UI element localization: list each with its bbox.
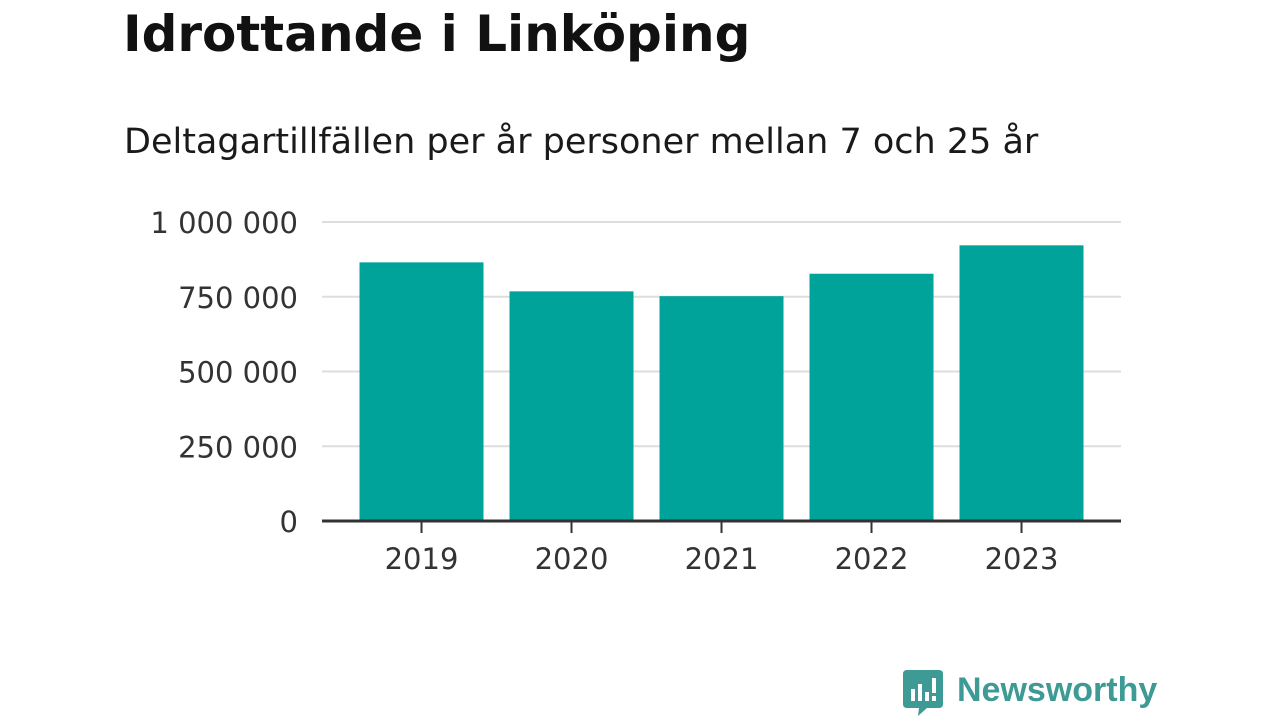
- y-tick-label: 0: [280, 505, 298, 539]
- newsworthy-logo: Newsworthy: [903, 670, 1157, 720]
- x-tick-label: 2023: [985, 542, 1059, 576]
- x-tick-label: 2020: [535, 542, 609, 576]
- bar: [509, 291, 634, 521]
- bar: [359, 262, 484, 521]
- bar: [959, 245, 1084, 521]
- bar: [809, 273, 934, 521]
- newsworthy-logo-icon: [903, 670, 943, 716]
- y-tick-label: 750 000: [178, 281, 298, 315]
- x-tick-label: 2019: [385, 542, 459, 576]
- y-tick-label: 1 000 000: [150, 206, 298, 240]
- newsworthy-logo-text: Newsworthy: [957, 671, 1158, 709]
- y-tick-label: 250 000: [178, 430, 298, 464]
- chart-subtitle: Deltagartillfällen per år personer mella…: [124, 122, 1039, 162]
- x-tick-label: 2022: [835, 542, 909, 576]
- y-tick-label: 500 000: [178, 356, 298, 390]
- bar: [659, 296, 784, 521]
- chart-title: Idrottande i Linköping: [123, 5, 751, 63]
- x-tick-label: 2021: [685, 542, 759, 576]
